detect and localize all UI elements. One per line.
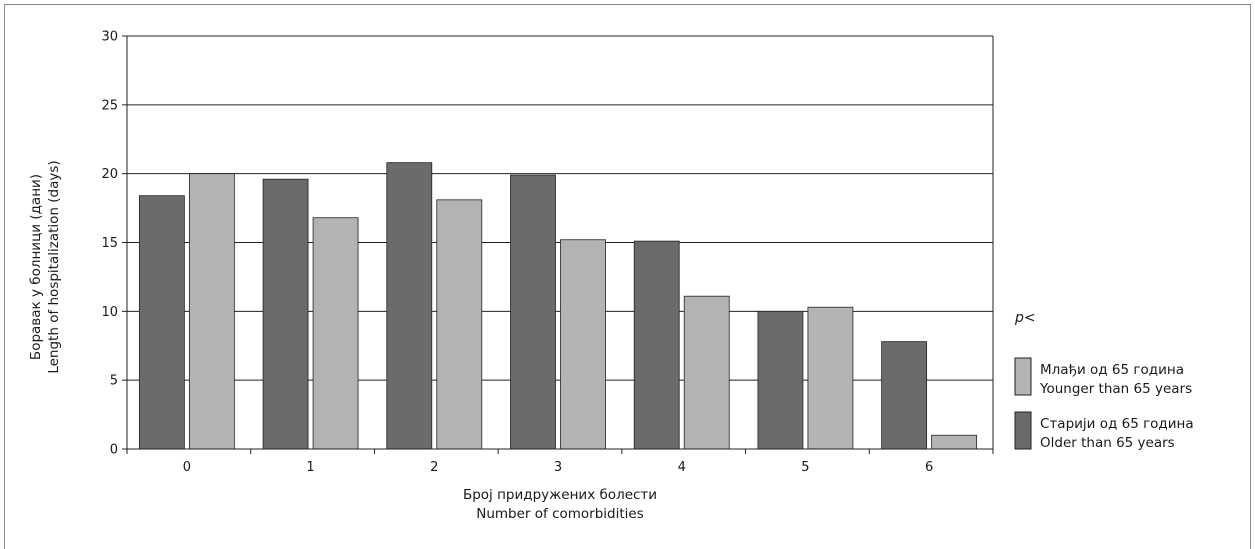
axes: [122, 35, 994, 454]
bar-younger: [683, 295, 730, 450]
bar-older: [138, 195, 185, 450]
y-tick-label: 20: [101, 167, 118, 182]
y-axis-title-line2: Length of hospitalization (days): [46, 160, 62, 373]
legend: Млађи од 65 година Younger than 65 years…: [1014, 357, 1194, 451]
gridlines: [127, 35, 993, 381]
bar-older: [262, 178, 309, 450]
y-tick-label: 25: [101, 98, 118, 113]
x-tick-label: 0: [183, 460, 191, 475]
x-axis-title-line1: Број придружених болести: [463, 487, 657, 503]
legend-younger-line1: Млађи од 65 година: [1040, 362, 1184, 378]
bar-younger: [807, 306, 854, 450]
bar-older: [633, 240, 680, 450]
legend-older-line1: Старији од 65 година: [1040, 416, 1194, 432]
legend-swatch-younger: [1014, 357, 1032, 396]
x-tick-label: 1: [306, 460, 314, 475]
bar-younger: [931, 434, 978, 450]
y-tick-labels: 0 5 10 15 20 25 30: [101, 30, 118, 458]
bar-younger: [560, 239, 606, 450]
x-tick-label: 5: [801, 460, 809, 475]
y-tick-label: 30: [101, 30, 118, 45]
y-tick-label: 0: [110, 443, 118, 458]
y-tick-label: 15: [101, 236, 118, 251]
legend-swatch-older: [1014, 411, 1032, 450]
bar-older: [757, 310, 804, 450]
bar-younger: [436, 199, 483, 450]
legend-older-line2: Older than 65 years: [1040, 435, 1175, 451]
p-value-label: p<: [1014, 310, 1036, 326]
x-tick-labels: 0 1 2 3 4 5 6: [183, 460, 934, 475]
bar-younger: [312, 217, 359, 450]
bar-older: [881, 341, 928, 450]
x-tick-label: 4: [678, 460, 686, 475]
y-axis-title-line1: Боравак у болници (дани): [28, 174, 44, 360]
x-tick-label: 2: [430, 460, 438, 475]
bars: [138, 162, 978, 450]
x-axis-title-line2: Number of comorbidities: [476, 506, 644, 522]
x-tick-label: 6: [925, 460, 933, 475]
bar-older: [510, 174, 556, 450]
bar-older: [386, 162, 433, 450]
x-tick-label: 3: [554, 460, 562, 475]
y-tick-label: 10: [101, 305, 118, 320]
legend-younger-line2: Younger than 65 years: [1039, 381, 1192, 397]
y-tick-label: 5: [110, 374, 118, 389]
bar-younger: [188, 173, 235, 450]
chart-frame: [4, 4, 1251, 549]
